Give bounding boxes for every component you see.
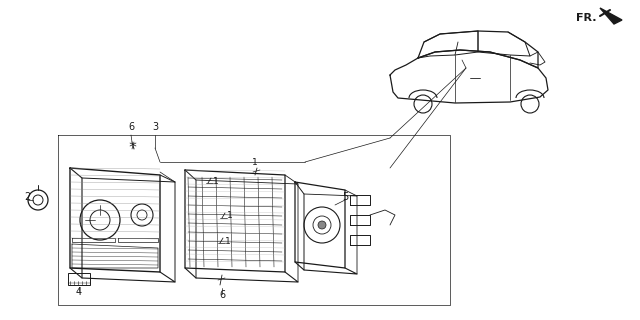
Text: 2: 2 <box>24 192 30 202</box>
Text: 1: 1 <box>227 212 233 220</box>
Text: FR.: FR. <box>576 13 596 23</box>
Text: 6: 6 <box>128 122 134 132</box>
Text: 3: 3 <box>152 122 158 132</box>
Circle shape <box>318 221 326 229</box>
Text: 4: 4 <box>76 287 82 297</box>
Text: 1: 1 <box>213 177 219 186</box>
Bar <box>68 273 90 285</box>
Text: 6: 6 <box>219 290 225 300</box>
Text: 5: 5 <box>342 192 348 202</box>
Text: 1: 1 <box>225 236 231 245</box>
Polygon shape <box>600 8 622 24</box>
Text: 1: 1 <box>252 157 258 166</box>
